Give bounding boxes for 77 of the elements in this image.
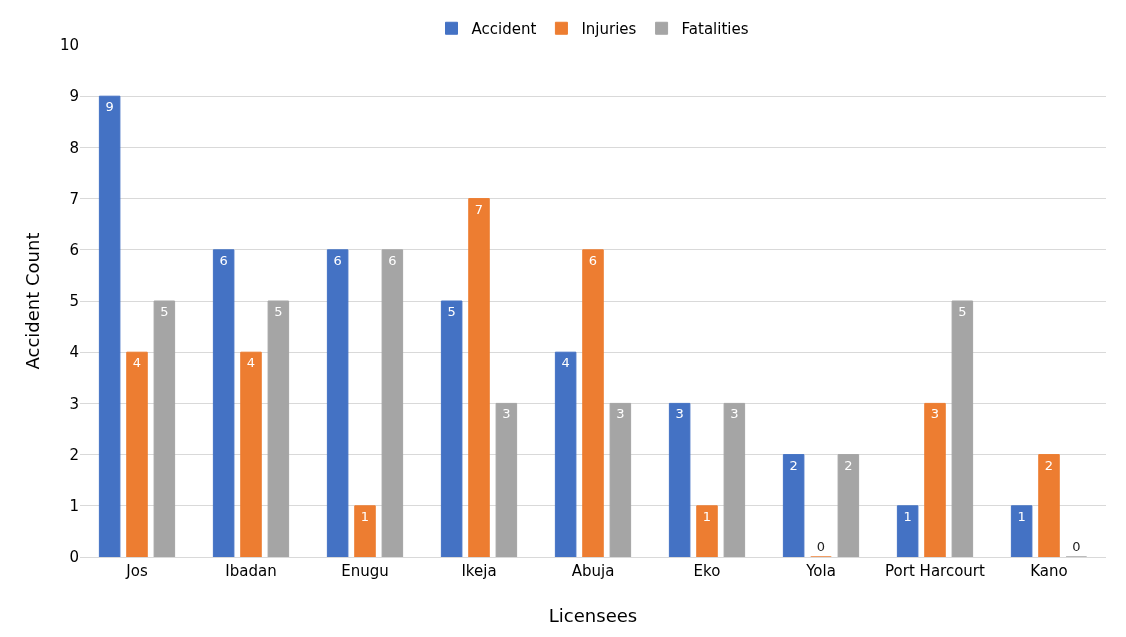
bar xyxy=(212,249,235,557)
data-label: 5 xyxy=(160,304,169,319)
data-label: 3 xyxy=(930,406,940,422)
x-tick-label: Enugu xyxy=(341,562,389,580)
y-tick-label: 7 xyxy=(69,189,79,208)
data-label: 9 xyxy=(105,99,114,115)
bar xyxy=(440,300,463,557)
data-label: 5 xyxy=(958,304,967,319)
bar xyxy=(495,402,518,557)
x-tick-label: Jos xyxy=(125,562,148,580)
bar xyxy=(896,505,919,557)
data-label: 4 xyxy=(132,355,142,371)
y-tick-label: 1 xyxy=(69,497,79,516)
data-label: 4 xyxy=(246,355,256,371)
x-tick-label: Yola xyxy=(805,562,836,580)
bar xyxy=(1038,454,1060,557)
bar xyxy=(668,402,691,557)
x-axis-title: Licensees xyxy=(548,605,638,627)
x-tick-label: Eko xyxy=(693,562,721,580)
data-label: 2 xyxy=(1044,457,1054,473)
bar xyxy=(98,95,121,557)
y-tick-label: 4 xyxy=(69,343,79,362)
y-tick-label: 8 xyxy=(69,138,79,157)
bar xyxy=(126,351,148,557)
y-tick-label: 3 xyxy=(69,394,79,413)
x-tick-label: Ikeja xyxy=(461,562,497,580)
data-label: 1 xyxy=(1017,508,1026,524)
data-label: 6 xyxy=(333,252,342,268)
bar xyxy=(153,300,176,557)
bar xyxy=(326,249,349,557)
data-label: 1 xyxy=(702,508,712,524)
data-label: 3 xyxy=(502,406,511,422)
data-label: 1 xyxy=(903,508,912,524)
bar xyxy=(582,249,604,557)
data-label: 6 xyxy=(588,252,598,268)
data-label: 3 xyxy=(675,406,684,422)
bar xyxy=(696,505,718,557)
data-label: 3 xyxy=(730,406,739,422)
data-label: 4 xyxy=(561,355,570,371)
legend-label: Accident xyxy=(471,20,537,39)
data-label: 2 xyxy=(789,457,798,473)
x-tick-label: Kano xyxy=(1030,562,1068,580)
data-label: 6 xyxy=(388,252,397,268)
bar xyxy=(381,249,404,557)
legend-label: Injuries xyxy=(581,20,637,39)
x-tick-label: Ibadan xyxy=(225,562,277,580)
y-tick-label: 10 xyxy=(59,36,79,55)
x-tick-label: Abuja xyxy=(571,562,615,580)
bar xyxy=(609,402,632,557)
y-tick-label: 2 xyxy=(69,445,79,464)
bar xyxy=(267,300,290,557)
bar xyxy=(924,402,946,557)
bar xyxy=(1010,505,1033,557)
data-label: 7 xyxy=(474,201,484,217)
data-label: 0 xyxy=(1072,539,1081,554)
bar xyxy=(782,454,805,557)
data-label: 3 xyxy=(616,406,625,422)
bar xyxy=(468,198,490,557)
bar xyxy=(723,402,746,557)
x-tick-label: Port Harcourt xyxy=(885,562,986,580)
y-tick-label: 5 xyxy=(69,292,79,311)
bar xyxy=(354,505,376,557)
bar xyxy=(240,351,262,557)
data-label: 1 xyxy=(360,508,370,524)
data-label: 2 xyxy=(844,457,853,473)
bar xyxy=(554,351,577,557)
bar xyxy=(837,454,860,557)
data-label: 5 xyxy=(447,304,456,319)
y-tick-label: 6 xyxy=(69,241,79,260)
data-label: 0 xyxy=(816,539,826,554)
y-tick-label: 9 xyxy=(69,87,79,106)
data-label: 5 xyxy=(274,304,283,319)
legend-label: Fatalities xyxy=(681,20,749,39)
data-label: 6 xyxy=(219,252,228,268)
bar xyxy=(951,300,974,557)
y-tick-label: 0 xyxy=(69,548,79,567)
y-axis-title: Accident Count xyxy=(22,232,44,370)
